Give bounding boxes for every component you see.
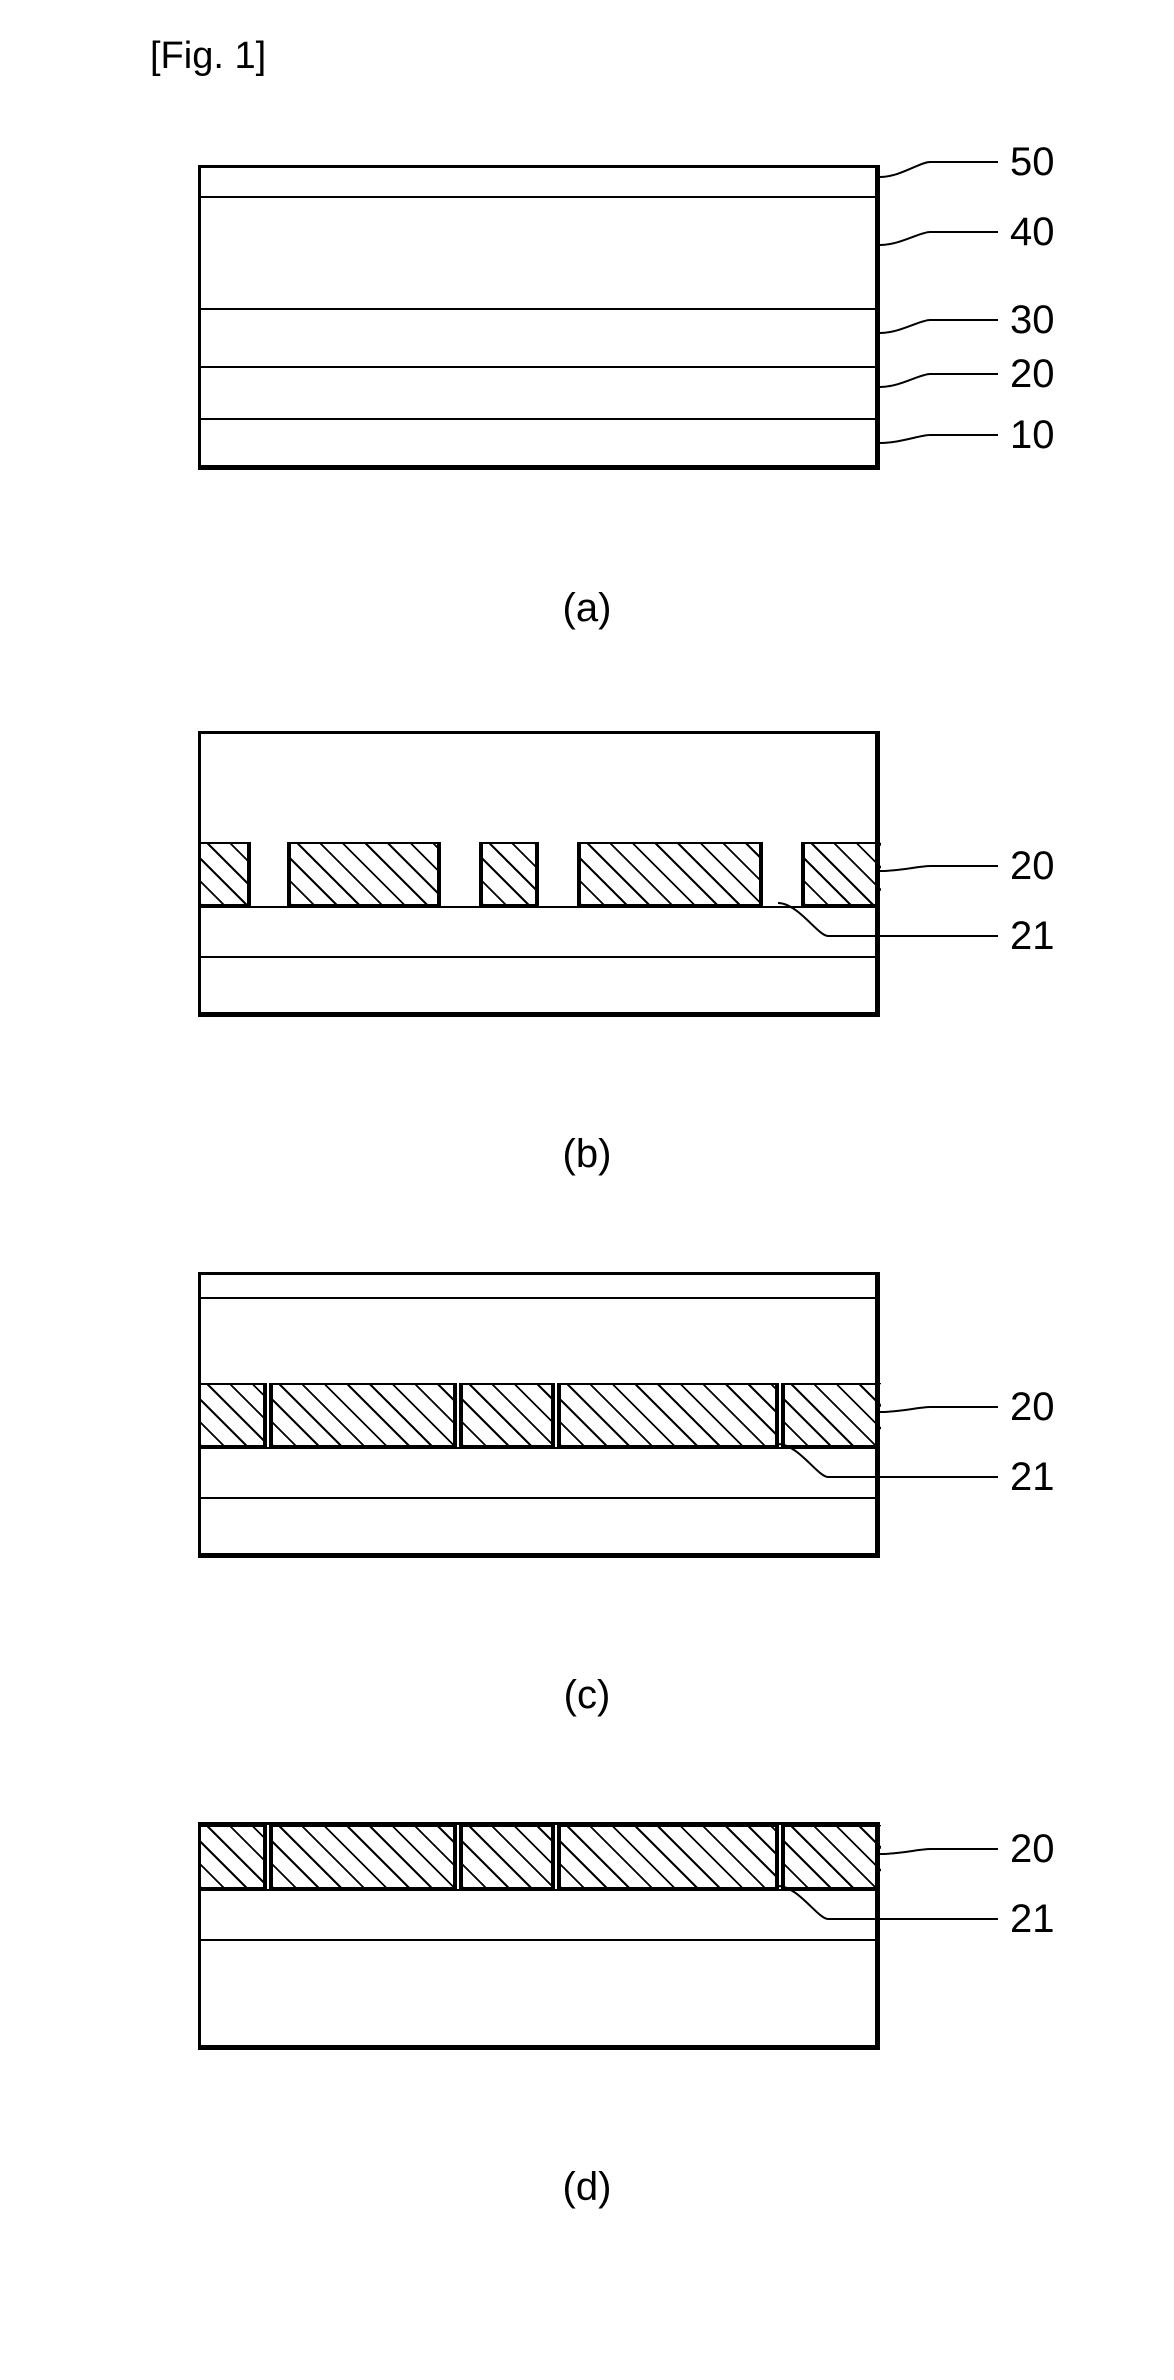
reference-label-20: 20: [1010, 352, 1055, 397]
hatched-segment: [783, 1825, 881, 1889]
patterned-layer-row: [201, 842, 875, 906]
reference-label-20: 20: [1010, 1827, 1055, 1872]
hatched-segment: [461, 1383, 553, 1447]
layer-divider: [201, 308, 875, 310]
reference-label-21: 21: [1010, 1455, 1055, 1500]
hatched-segment: [461, 1825, 553, 1889]
gap-segment: [761, 842, 803, 906]
hatched-segment: [559, 1383, 777, 1447]
hatched-segment: [559, 1825, 777, 1889]
figure-title: [Fig. 1]: [150, 35, 266, 78]
gap-segment: [537, 842, 579, 906]
layer-stack-c: [198, 1272, 880, 1558]
reference-label-21: 21: [1010, 914, 1055, 959]
reference-label-50: 50: [1010, 140, 1055, 185]
hatched-segment: [201, 1383, 265, 1447]
patterned-layer-row: [201, 1383, 875, 1447]
leader-line: [878, 230, 1000, 247]
reference-label-30: 30: [1010, 298, 1055, 343]
layer-divider: [201, 1889, 875, 1891]
layer-stack-a: [198, 165, 880, 470]
hatched-segment: [201, 1825, 265, 1889]
reference-label-21: 21: [1010, 1897, 1055, 1942]
hatched-segment: [271, 1825, 455, 1889]
leader-line: [878, 372, 1000, 389]
layer-divider: [201, 366, 875, 368]
gap-segment: [439, 842, 481, 906]
hatched-segment: [201, 842, 249, 906]
panel-caption-b: (b): [0, 1132, 1174, 1177]
hatched-segment: [803, 842, 881, 906]
leader-line: [878, 160, 1000, 179]
layer-divider: [201, 1297, 875, 1299]
panel-caption-a: (a): [0, 586, 1174, 631]
layer-divider: [201, 956, 875, 958]
hatched-segment: [481, 842, 537, 906]
leader-line: [878, 318, 1000, 335]
hatched-segment: [579, 842, 761, 906]
patterned-layer-row: [201, 1825, 875, 1889]
layer-divider: [201, 196, 875, 198]
reference-label-40: 40: [1010, 210, 1055, 255]
hatched-segment: [271, 1383, 455, 1447]
hatched-segment: [289, 842, 439, 906]
reference-label-20: 20: [1010, 1385, 1055, 1430]
reference-label-10: 10: [1010, 413, 1055, 458]
panel-caption-c: (c): [0, 1673, 1174, 1718]
panel-caption-d: (d): [0, 2165, 1174, 2210]
reference-label-20: 20: [1010, 844, 1055, 889]
gap-segment: [249, 842, 289, 906]
layer-divider: [201, 418, 875, 420]
layer-divider: [201, 1447, 875, 1449]
layer-divider: [201, 1497, 875, 1499]
leader-line: [878, 1405, 1000, 1414]
layer-stack-d: [198, 1822, 880, 2050]
leader-line: [878, 433, 1000, 445]
leader-line: [878, 864, 1000, 873]
layer-stack-b: [198, 731, 880, 1017]
layer-divider: [201, 906, 875, 908]
leader-line: [878, 1847, 1000, 1856]
hatched-segment: [783, 1383, 881, 1447]
layer-divider: [201, 1939, 875, 1941]
